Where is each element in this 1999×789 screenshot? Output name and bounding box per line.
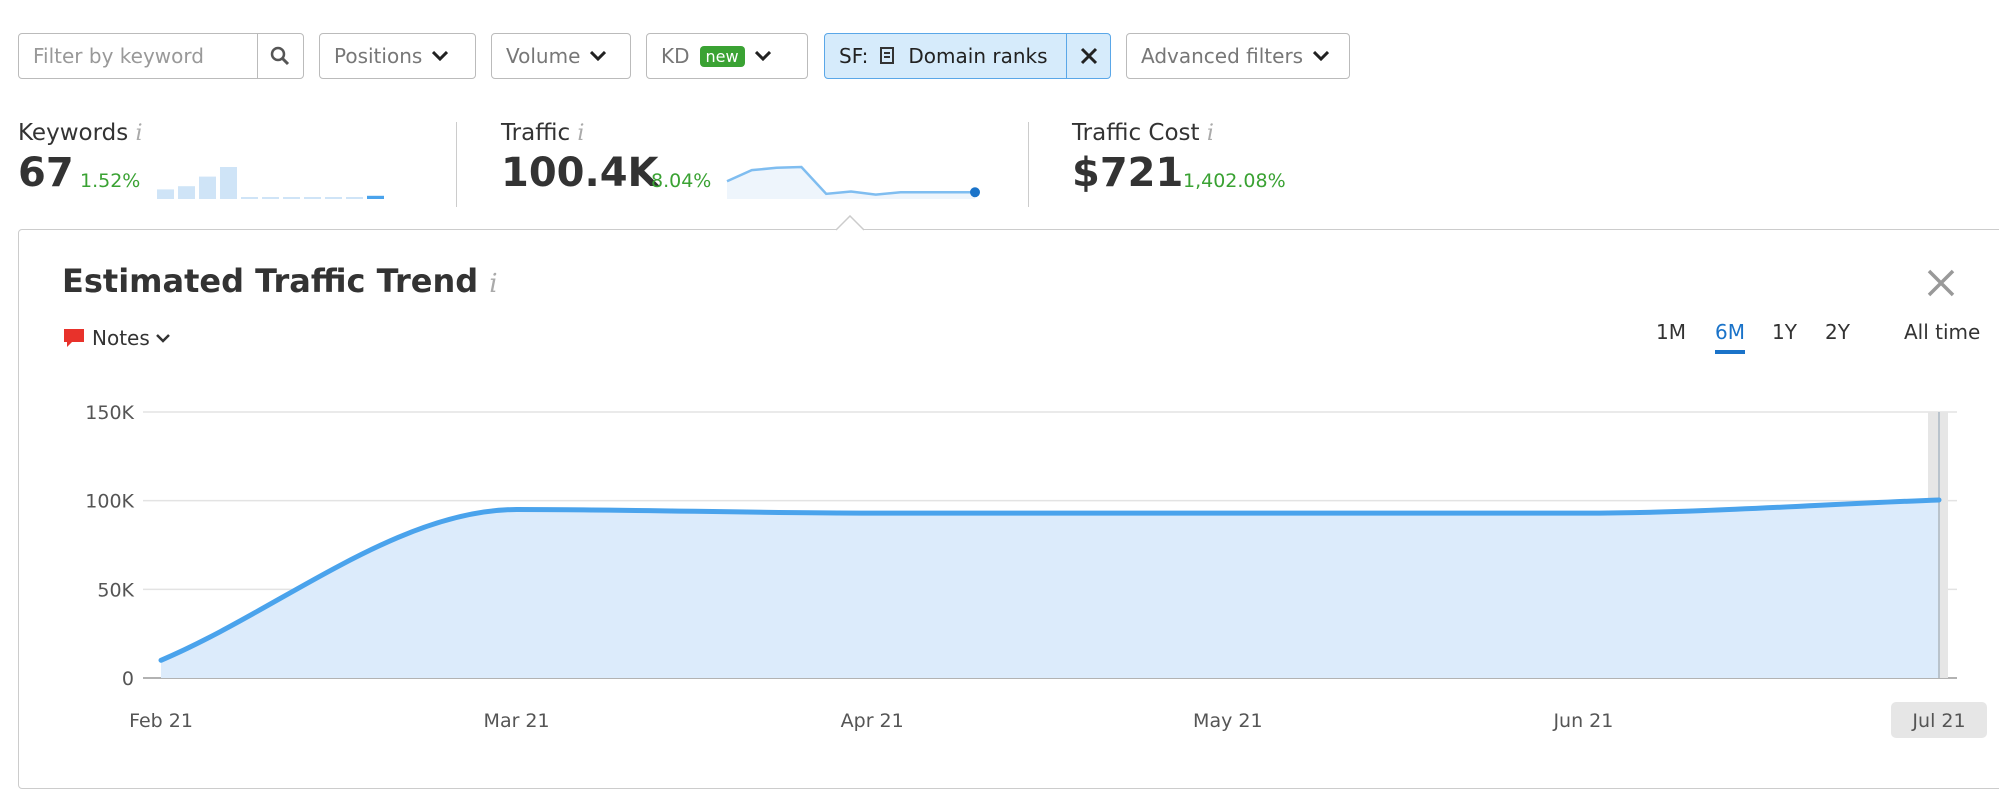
text: Notes — [92, 326, 150, 350]
placeholder: Filter by keyword — [33, 44, 204, 68]
spark-line — [726, 165, 975, 196]
label: KD — [661, 44, 690, 68]
label: SF: — [839, 44, 869, 68]
doc-icon — [880, 47, 895, 64]
metric-label: Keywords i — [18, 120, 143, 146]
metric-value: 67 — [18, 150, 74, 196]
kd-filter[interactable]: KD new — [646, 33, 808, 79]
panel-title: Estimated Traffic Trend i — [62, 262, 498, 300]
advanced-filter[interactable]: Advanced filters — [1126, 33, 1350, 79]
chevron — [590, 51, 607, 61]
metric-change: 8.04% — [651, 170, 712, 192]
close-button[interactable] — [1926, 268, 1956, 298]
note-icon — [64, 329, 84, 347]
text: Traffic — [501, 120, 571, 146]
period-tab[interactable]: 2Y — [1825, 320, 1850, 344]
badge: new — [699, 45, 745, 67]
spark-end — [970, 187, 980, 198]
search-button[interactable] — [257, 34, 303, 78]
panel-caret — [836, 215, 865, 231]
spark-bar — [241, 197, 258, 199]
chevron — [1313, 51, 1330, 61]
chevron — [432, 51, 449, 61]
spark-bar — [199, 176, 216, 199]
spark-bar — [178, 186, 195, 199]
panel — [18, 229, 1999, 789]
search-icon — [270, 46, 290, 66]
label: Advanced filters — [1141, 44, 1304, 68]
chevron — [155, 334, 170, 343]
spark-bar — [325, 197, 342, 199]
text: Estimated Traffic Trend — [62, 262, 479, 300]
label: Volume — [506, 44, 581, 68]
metric-label: Traffic i — [501, 120, 585, 146]
keyword-filter[interactable]: Filter by keyword — [18, 33, 304, 79]
spark-area — [727, 167, 975, 199]
spark-bar — [367, 195, 384, 199]
spark-bar — [262, 197, 279, 199]
remove-button[interactable] — [1066, 34, 1110, 78]
divider — [456, 122, 457, 207]
volume-filter[interactable]: Volume — [491, 33, 631, 79]
spark-bar — [220, 167, 237, 199]
text: Keywords — [18, 120, 129, 146]
metric-label: Traffic Cost i — [1072, 120, 1214, 146]
notes-button[interactable]: Notes — [62, 326, 170, 350]
metric-value: $721 — [1072, 150, 1184, 196]
page: Filter by keyword Positions Volume KD new… — [18, 33, 1999, 789]
sf-filter[interactable]: SF: Domain ranks — [824, 33, 1111, 79]
period-tab[interactable]: 1Y — [1772, 320, 1797, 344]
metric-change: 1.52% — [80, 170, 141, 192]
chevron — [754, 51, 771, 61]
spark-bar — [157, 189, 174, 199]
period-tab[interactable]: 1M — [1656, 320, 1686, 344]
divider — [1028, 122, 1029, 207]
positions-filter[interactable]: Positions — [319, 33, 476, 79]
metric-value: 100.4K — [501, 150, 659, 196]
value: Domain ranks — [908, 44, 1048, 68]
x-icon — [1080, 47, 1098, 65]
spark-bar — [304, 197, 321, 199]
text: Traffic Cost — [1072, 120, 1200, 146]
period-tab[interactable]: All time — [1904, 320, 1981, 344]
period-tab[interactable]: 6M — [1715, 320, 1745, 354]
label: Positions — [334, 44, 423, 68]
spark-bar — [346, 197, 363, 199]
metric-change: 1,402.08% — [1183, 170, 1286, 192]
spark-bar — [283, 197, 300, 199]
